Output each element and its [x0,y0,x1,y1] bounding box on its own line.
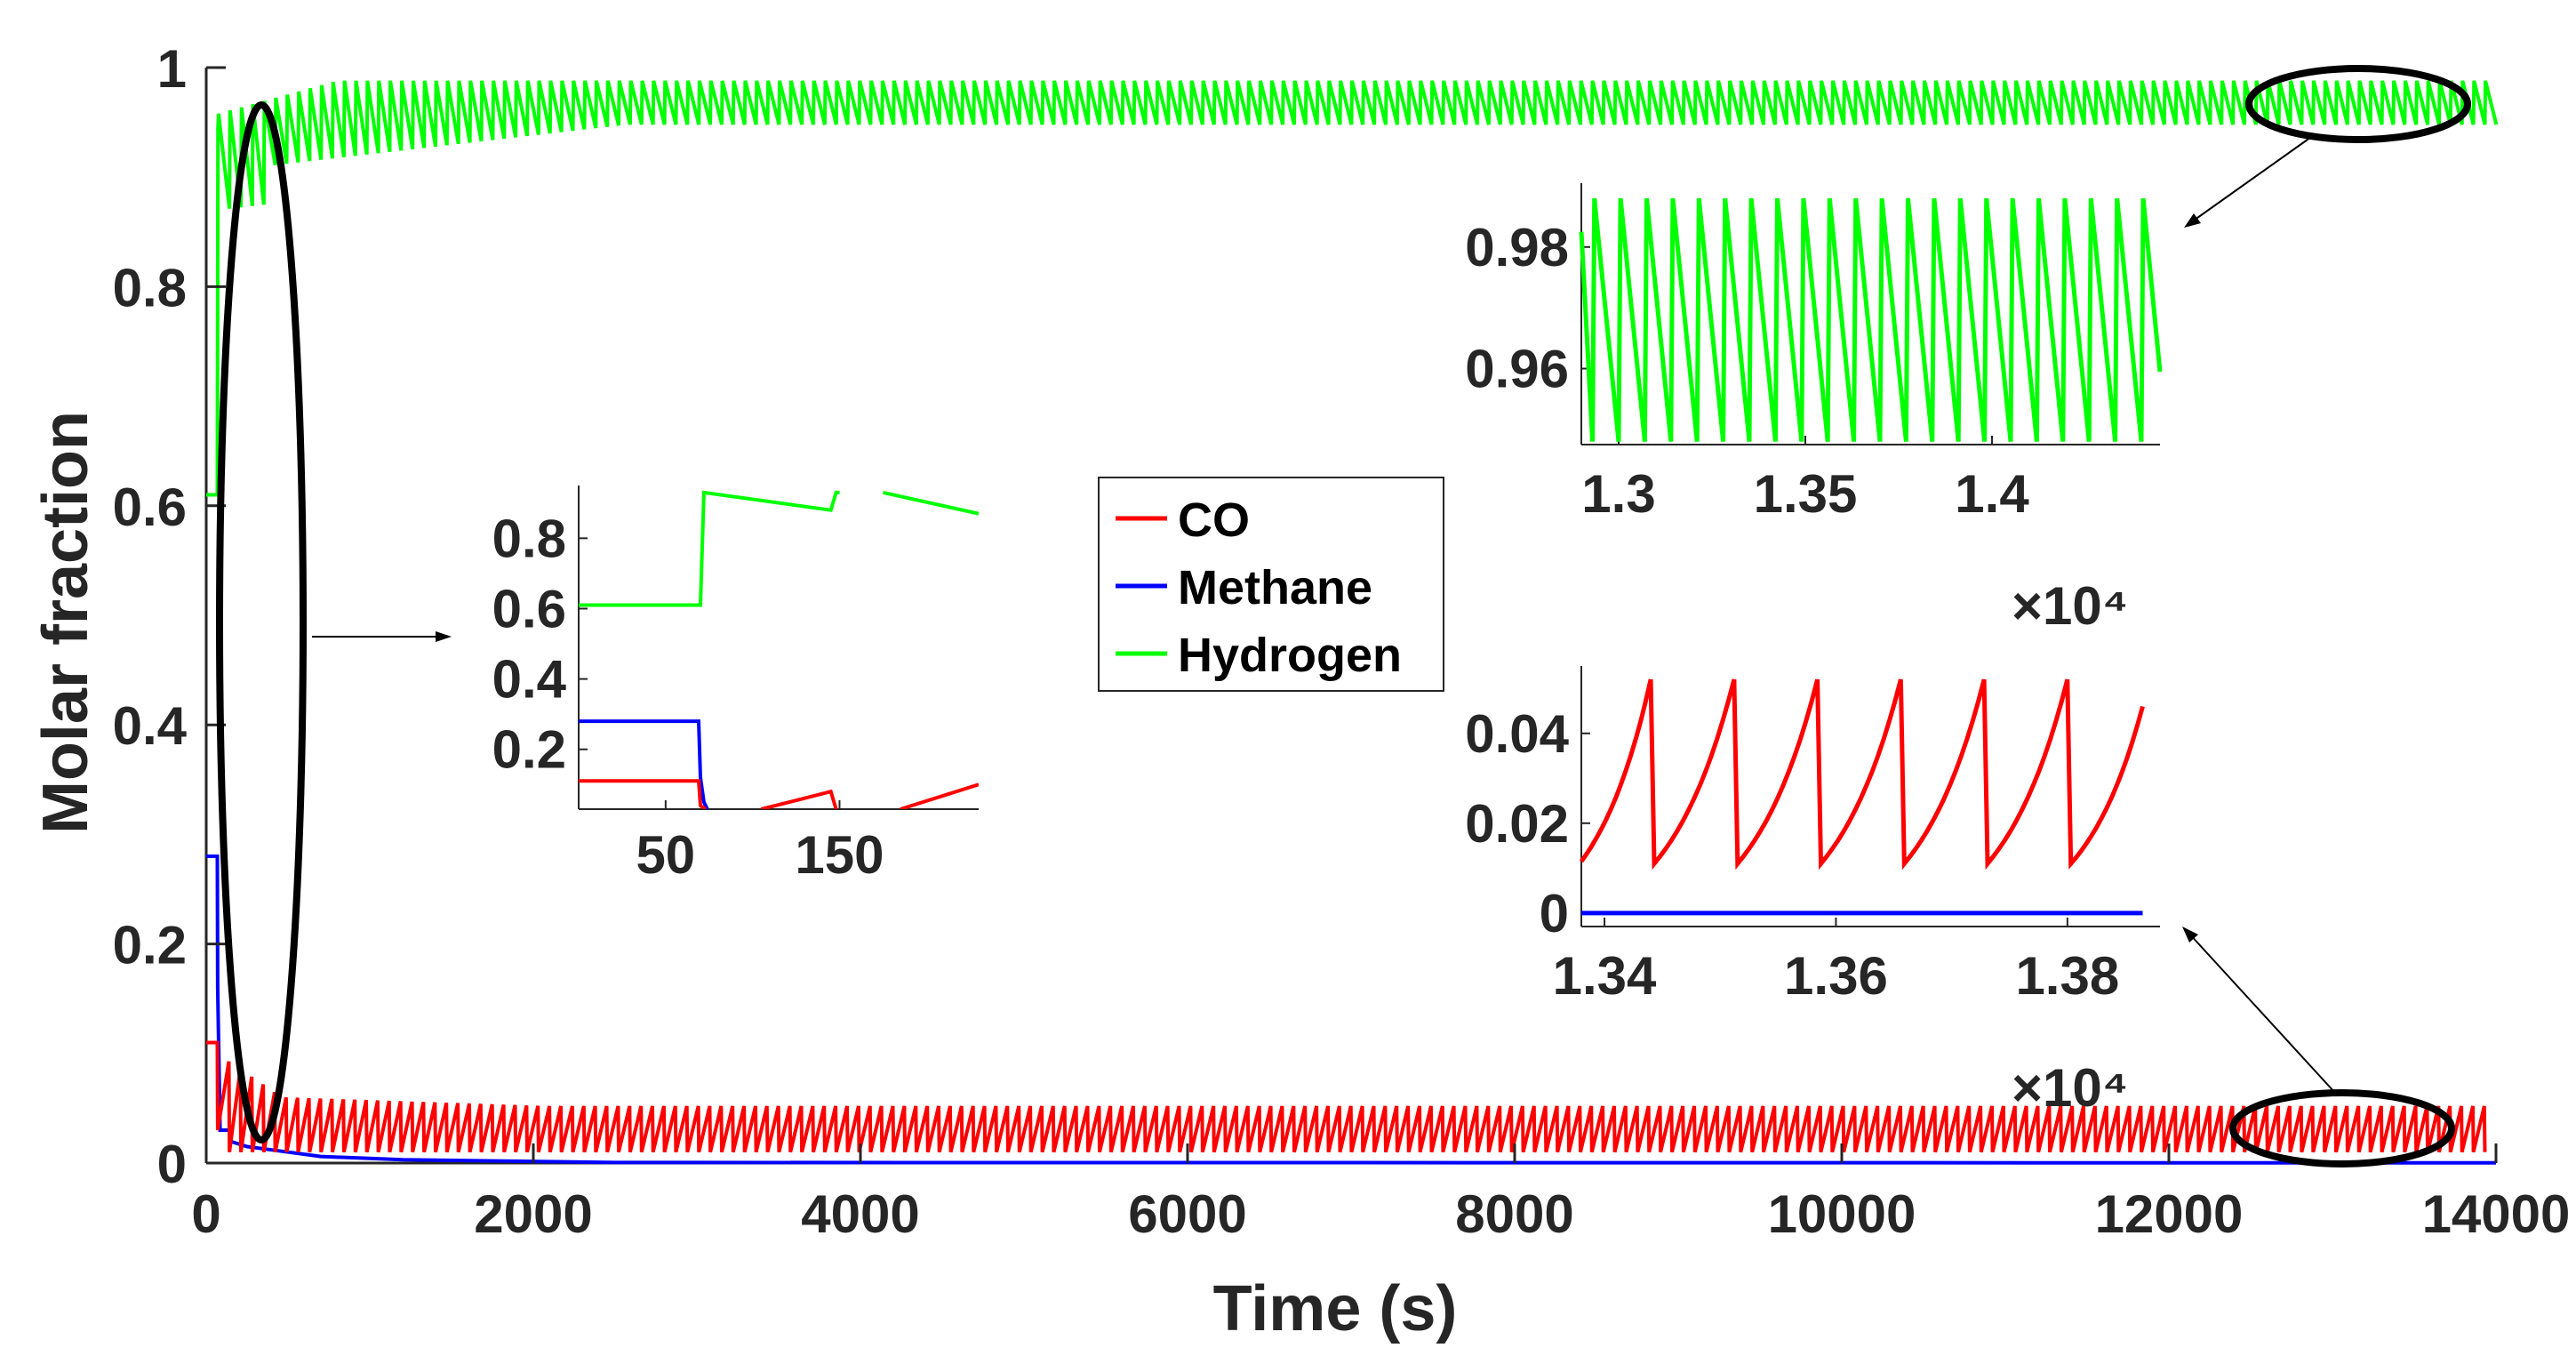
legend: CO Methane Hydrogen [1098,477,1444,692]
main-plot-area [206,80,2499,1165]
inset-hydrogen-y-tick-label: 0.98 [1465,218,1569,277]
inset-start-y-tick-label: 0.2 [492,720,566,780]
inset-hydrogen-line-hydrogen [1579,197,2163,442]
inset-start-line-co [760,789,838,809]
y-tick-label: 0.2 [113,916,187,975]
inset-hydrogen-zoom: 1.3 1.35 1.4 0.96 0.98 [1465,183,2163,524]
ellipse-start [216,101,307,1143]
inset-hydrogen-x-tick-label: 1.35 [1754,464,1858,524]
inset-hydrogen-x-tick-label: 1.4 [1955,464,2029,524]
arrow-co [2188,932,2336,1094]
y-tick-label: 0.8 [113,258,187,317]
y-tick-label: 0.4 [113,696,188,756]
inset-start-series [579,490,979,809]
ellipse-hydrogen-end [2245,65,2471,143]
y-tick-label: 0 [157,1135,187,1194]
inset-start-line-co [579,779,707,809]
inset-start-line-methane [579,719,709,809]
x-tick-label: 14000 [2422,1184,2571,1244]
x-tick-label: 6000 [1128,1184,1246,1244]
inset-co-zoom: 1.34 1.36 1.38 0 0.02 0.04 [1465,666,2160,1006]
inset-start-y-tick-label: 0.4 [492,650,567,710]
x-tick-label: 10000 [1768,1184,1916,1244]
x-tick-label: 12000 [2095,1184,2244,1244]
x-tick-label: 4000 [801,1184,919,1244]
inset-start-line-hydrogen [882,490,979,516]
legend-label-methane: Methane [1178,561,1372,614]
inset-start: 50 150 0.2 0.4 0.6 0.8 [492,485,979,885]
series-line-co [206,1040,2487,1153]
arrowhead-hydrogen [2184,213,2201,228]
arrowhead-start [436,631,452,642]
inset-co-y-tick-label: 0.02 [1465,794,1569,854]
inset-hydrogen-y-tick-label: 0.96 [1465,340,1569,399]
inset-start-y-tick-label: 0.6 [492,579,566,638]
x-tick-label: 8000 [1455,1184,1573,1244]
inset-hydrogen-exponent: ×10⁴ [2012,576,2128,636]
inset-start-bg [579,485,979,809]
y-tick-label: 0.6 [113,477,187,537]
ellipse-co-end [2229,1089,2455,1167]
inset-hydrogen-x-tick-label: 1.3 [1581,464,1655,524]
inset-co-x-tick-label: 1.38 [2015,946,2119,1006]
x-tick-label: 0 [191,1184,220,1244]
series-line-hydrogen [206,80,2499,497]
main-ticks: 0 2000 4000 6000 8000 10000 12000 14000 0 0.2 0.4 0… [113,39,2571,1244]
annotations [216,65,2471,1167]
inset-co-exponent: ×10⁴ [2012,1058,2128,1118]
y-axis-label: Molar fraction [30,411,101,834]
inset-co-x-tick-label: 1.34 [1553,946,1657,1006]
inset-co-y-tick-label: 0.04 [1465,704,1569,764]
inset-start-y-tick-label: 0.8 [492,509,566,568]
legend-label-hydrogen: Hydrogen [1178,629,1402,682]
arrowhead-co [2182,927,2198,943]
y-tick-label: 1 [157,39,187,99]
inset-co-line-co [1579,678,2145,871]
inset-start-x-tick-label: 150 [795,825,884,885]
arrow-hydrogen [2190,134,2315,223]
legend-label-co: CO [1178,493,1250,547]
inset-co-y-tick-label: 0 [1540,884,1569,943]
x-axis-label: Time (s) [1213,1273,1458,1344]
x-tick-label: 2000 [474,1184,592,1244]
inset-co-bg [1581,666,2160,927]
series-line-methane [206,855,2497,1165]
inset-co-x-tick-label: 1.36 [1784,946,1888,1006]
inset-start-line-co [900,782,979,809]
inset-start-x-tick-label: 50 [636,825,695,885]
inset-start-line-hydrogen [579,490,840,607]
